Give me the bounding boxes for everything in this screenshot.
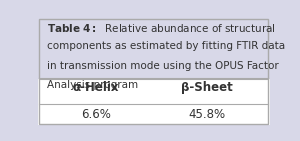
Text: components as estimated by fitting FTIR data: components as estimated by fitting FTIR … — [47, 41, 285, 51]
Text: Analysis program: Analysis program — [47, 80, 138, 90]
Text: α-Helix: α-Helix — [72, 81, 119, 94]
FancyBboxPatch shape — [38, 79, 270, 125]
Text: 6.6%: 6.6% — [81, 108, 111, 121]
Text: in transmission mode using the OPUS Factor: in transmission mode using the OPUS Fact… — [47, 61, 279, 71]
Text: $\bf{Table\ 4:}$  Relative abundance of structural: $\bf{Table\ 4:}$ Relative abundance of s… — [47, 22, 275, 34]
FancyBboxPatch shape — [38, 17, 270, 79]
Text: 45.8%: 45.8% — [189, 108, 226, 121]
Text: β-Sheet: β-Sheet — [181, 81, 233, 94]
